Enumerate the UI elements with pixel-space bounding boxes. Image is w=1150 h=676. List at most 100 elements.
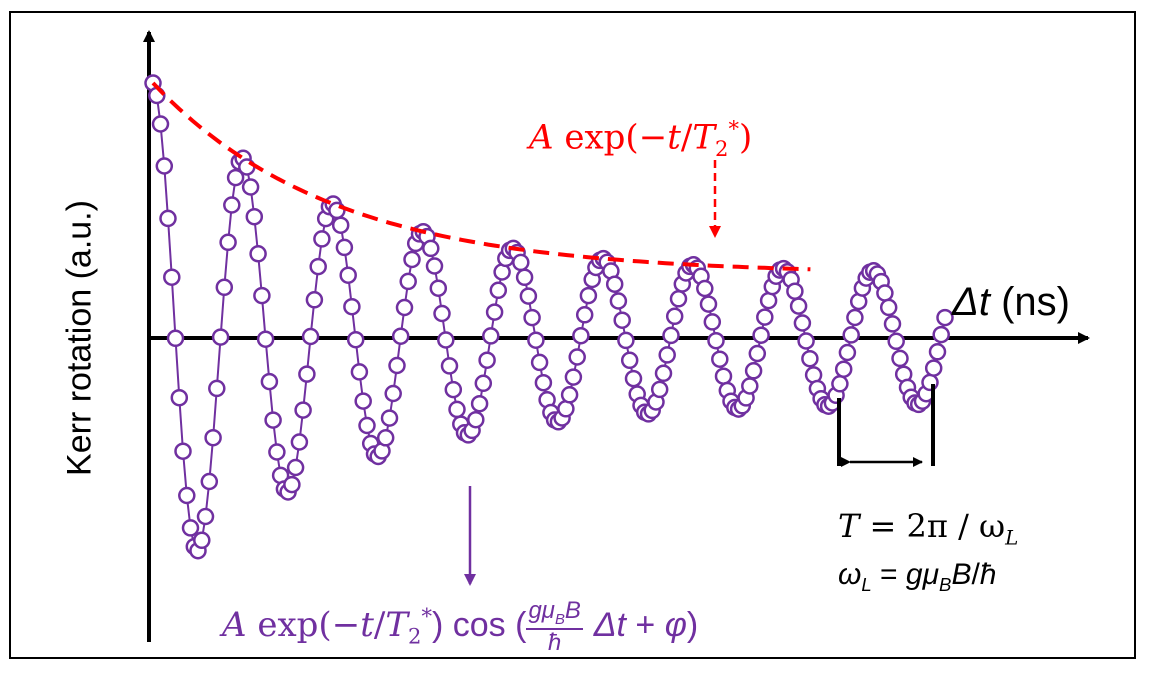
signal-point	[401, 274, 416, 289]
period-sub: L	[1005, 526, 1018, 549]
signal-point	[746, 363, 761, 378]
signal-point	[348, 332, 363, 347]
signal-point	[450, 402, 465, 417]
signal-point	[742, 379, 757, 394]
signal-point	[618, 333, 633, 348]
larmor-formula: ωL = gμBB/ħ	[838, 560, 997, 595]
signal-point	[832, 376, 847, 391]
formula-time: t	[667, 117, 681, 157]
signal-point	[525, 310, 540, 325]
signal-point	[307, 292, 322, 307]
signal-point	[664, 328, 679, 343]
envelope-curve	[153, 83, 810, 269]
signal-point	[217, 280, 232, 295]
signal-point	[934, 327, 949, 342]
signal-point	[799, 334, 814, 349]
signal-point	[284, 477, 299, 492]
signal-point	[611, 294, 626, 309]
signal-point	[198, 509, 213, 524]
fraction-numerator: gμBB	[526, 598, 582, 630]
magnetic-field: B	[565, 597, 581, 624]
signal-point	[581, 288, 596, 303]
signal-point	[266, 413, 281, 428]
signal-point	[716, 369, 731, 384]
signal-point	[390, 358, 405, 373]
signal-point	[164, 270, 179, 285]
signal-point	[532, 355, 547, 370]
signal-point	[577, 307, 592, 322]
signal-point	[243, 180, 258, 195]
formula-slash: /	[374, 605, 385, 645]
signal-point	[397, 300, 412, 315]
signal-point	[202, 474, 217, 489]
signal-point	[656, 366, 671, 381]
signal-point	[311, 259, 326, 274]
signal-point	[378, 430, 393, 445]
signal-point	[566, 370, 581, 385]
signal-point	[528, 333, 543, 348]
formula-amplitude: A	[529, 117, 554, 157]
signal-point	[262, 374, 277, 389]
signal-point	[247, 209, 262, 224]
signal-point	[405, 252, 420, 267]
formula-close: )	[739, 117, 752, 157]
formula-t2-star: *	[728, 116, 739, 141]
signal-point	[292, 435, 307, 450]
signal-point	[221, 235, 236, 250]
signal-point	[333, 218, 348, 233]
formula-amplitude: A	[222, 605, 247, 645]
signal-point	[513, 255, 528, 270]
signal-point	[615, 313, 630, 328]
signal-point	[161, 211, 176, 226]
signal-point	[176, 444, 191, 459]
signal-point	[224, 198, 239, 213]
signal-point	[299, 367, 314, 382]
signal-point	[183, 520, 198, 535]
signal-point	[802, 351, 817, 366]
signal-point	[622, 353, 637, 368]
formula-fraction: gμBB ħ	[526, 598, 582, 656]
signal-point	[341, 268, 356, 283]
signal-point	[472, 396, 487, 411]
signal-point	[476, 376, 491, 391]
signal-point	[487, 305, 502, 320]
signal-point	[337, 240, 352, 255]
signal-point	[671, 291, 686, 306]
signal-point	[761, 293, 776, 308]
period-formula: T = 2π / ωL	[838, 510, 1018, 548]
signal-point	[923, 375, 938, 390]
signal-point	[483, 328, 498, 343]
formula-exp: exp(−	[247, 605, 361, 645]
period-expression: = 2π / ω	[859, 507, 1005, 545]
signal-point	[442, 358, 457, 373]
signal-point	[607, 277, 622, 292]
signal-point	[712, 352, 727, 367]
signal-point	[705, 314, 720, 329]
signal-point	[296, 403, 311, 418]
bohr-magneton: μ	[542, 597, 555, 624]
larmor-g: g	[906, 558, 923, 591]
formula-t2-star: *	[421, 603, 432, 628]
signal-formula: A exp(−t/T2*) cos (gμBB ħ Δt + φ)	[222, 598, 698, 656]
envelope-formula: A exp(−t/T2*)	[529, 118, 752, 159]
signal-point	[626, 371, 641, 386]
signal-point	[697, 281, 712, 296]
signal-point	[938, 310, 953, 325]
signal-point	[840, 345, 855, 360]
signal-point	[787, 284, 802, 299]
signal-point	[889, 334, 904, 349]
formula-time: t	[360, 605, 374, 645]
signal-point	[754, 328, 769, 343]
signal-point	[423, 241, 438, 256]
signal-point	[573, 328, 588, 343]
signal-point	[179, 488, 194, 503]
signal-point	[360, 418, 375, 433]
signal-point	[314, 231, 329, 246]
signal-point	[446, 382, 461, 397]
signal-point	[329, 203, 344, 218]
signal-point	[288, 460, 303, 475]
signal-point	[877, 286, 892, 301]
signal-point	[438, 333, 453, 348]
signal-point	[157, 159, 172, 174]
